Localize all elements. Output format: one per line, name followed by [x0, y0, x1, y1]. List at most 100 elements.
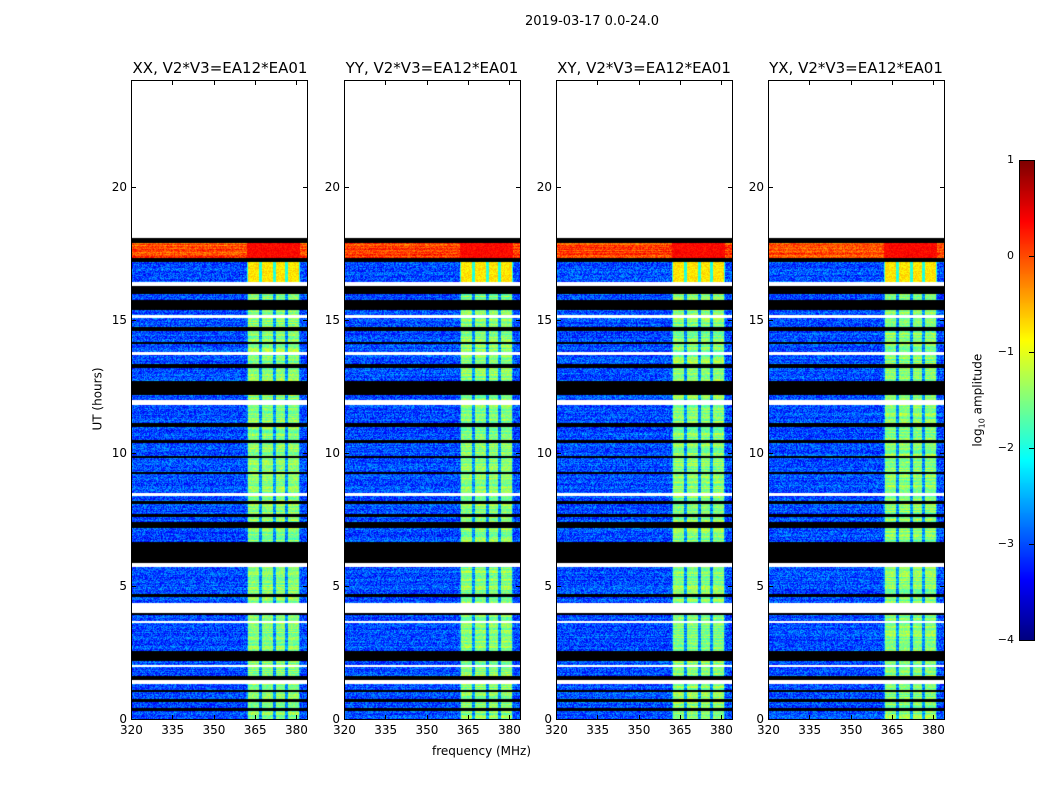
y-tick-mark-right: [940, 719, 945, 720]
y-tick-mark: [768, 585, 773, 587]
y-tick-mark: [131, 585, 136, 587]
x-tick-mark: [213, 715, 215, 720]
panel-title-yx: YX, V2*V3=EA12*EA01: [769, 59, 943, 77]
x-tick-label: 365: [880, 723, 904, 737]
y-tick-mark-right: [516, 452, 521, 454]
x-tick-label: 380: [922, 723, 945, 737]
x-tick-label: 380: [285, 723, 308, 737]
x-tick-mark-top: [891, 80, 893, 85]
x-tick-mark-top: [344, 80, 345, 85]
y-tick-label: 10: [324, 445, 340, 460]
x-tick-mark: [891, 715, 893, 720]
y-tick-mark: [131, 452, 136, 454]
colorbar-tick-mark: [1029, 448, 1034, 449]
y-tick-mark: [131, 719, 136, 720]
heatmap-xx: [132, 81, 307, 719]
heatmap-xy: [557, 81, 732, 719]
y-tick-label: 20: [536, 179, 552, 194]
x-tick-mark-top: [597, 80, 599, 85]
x-tick-mark: [933, 715, 934, 720]
y-tick-mark-right: [303, 186, 308, 188]
colorbar-label-log: log: [970, 428, 985, 447]
x-tick-label: 320: [757, 723, 780, 737]
colorbar-tick-label: 0: [1007, 249, 1014, 262]
colorbar-tick-label: 1: [1007, 153, 1014, 166]
y-tick-mark: [556, 319, 561, 321]
x-tick-mark: [809, 715, 811, 720]
y-tick-mark: [344, 186, 349, 188]
x-tick-mark-top: [254, 80, 256, 85]
colorbar-tick-label: −2: [997, 441, 1014, 454]
x-tick-mark-top: [721, 80, 722, 85]
y-tick-mark-right: [940, 186, 945, 188]
y-tick-mark: [344, 452, 349, 454]
panel-title-xy: XY, V2*V3=EA12*EA01: [557, 59, 731, 77]
x-tick-mark: [509, 715, 510, 720]
x-tick-label: 365: [243, 723, 267, 737]
y-tick-mark-right: [303, 452, 308, 454]
y-tick-label: 15: [748, 312, 764, 327]
x-tick-mark-top: [426, 80, 428, 85]
y-tick-mark-right: [516, 585, 521, 587]
x-tick-mark-top: [467, 80, 469, 85]
x-tick-label: 350: [415, 723, 439, 737]
y-tick-label: 15: [324, 312, 340, 327]
y-tick-mark-right: [728, 186, 733, 188]
x-tick-label: 335: [161, 723, 185, 737]
y-tick-label: 20: [324, 179, 340, 194]
x-tick-mark: [768, 715, 769, 720]
x-tick-mark-top: [131, 80, 132, 85]
y-tick-mark-right: [516, 319, 521, 321]
y-tick-mark: [556, 186, 561, 188]
y-tick-mark-right: [516, 719, 521, 720]
x-axis-label: frequency (MHz): [432, 744, 532, 758]
y-tick-label: 15: [111, 312, 127, 327]
x-tick-label: 350: [202, 723, 226, 737]
colorbar-tick-mark: [1029, 256, 1034, 257]
colorbar-label: log10 amplitude: [970, 354, 986, 447]
heatmap-panel-xx: [131, 80, 308, 720]
x-tick-mark: [385, 715, 387, 720]
y-tick-label: 10: [536, 445, 552, 460]
y-tick-mark: [768, 452, 773, 454]
y-tick-label: 10: [111, 445, 127, 460]
panel-title-xx: XX, V2*V3=EA12*EA01: [132, 59, 308, 77]
y-tick-label: 0: [119, 712, 127, 726]
heatmap-panel-xy: [556, 80, 733, 720]
colorbar-label-amplitude: amplitude: [970, 353, 985, 419]
colorbar-tick-mark: [1029, 544, 1034, 545]
y-axis-label: UT (hours): [90, 367, 105, 431]
x-tick-label: 380: [710, 723, 733, 737]
x-tick-mark: [254, 715, 256, 720]
y-tick-mark: [768, 319, 773, 321]
x-tick-mark-top: [768, 80, 769, 85]
x-tick-label: 380: [498, 723, 521, 737]
y-tick-mark-right: [728, 319, 733, 321]
x-tick-label: 365: [456, 723, 480, 737]
x-tick-mark: [131, 715, 132, 720]
x-tick-mark-top: [509, 80, 510, 85]
heatmap-panel-yx: [768, 80, 945, 720]
y-tick-label: 20: [111, 179, 127, 194]
y-tick-mark: [131, 186, 136, 188]
x-tick-mark-top: [933, 80, 934, 85]
colorbar-label-base: 10: [977, 418, 987, 429]
x-tick-mark: [344, 715, 345, 720]
x-tick-label: 335: [798, 723, 822, 737]
x-tick-mark-top: [679, 80, 681, 85]
y-tick-mark-right: [303, 719, 308, 720]
y-tick-label: 0: [332, 712, 340, 726]
x-tick-mark-top: [809, 80, 811, 85]
colorbar-tick-mark: [1029, 640, 1034, 641]
y-tick-label: 10: [748, 445, 764, 460]
y-tick-label: 5: [756, 578, 764, 593]
x-tick-mark: [679, 715, 681, 720]
y-tick-mark: [556, 719, 561, 720]
y-tick-mark-right: [940, 585, 945, 587]
x-tick-label: 320: [545, 723, 568, 737]
x-tick-label: 350: [839, 723, 863, 737]
y-tick-mark: [556, 452, 561, 454]
colorbar: [1019, 160, 1035, 641]
y-tick-label: 5: [119, 578, 127, 593]
